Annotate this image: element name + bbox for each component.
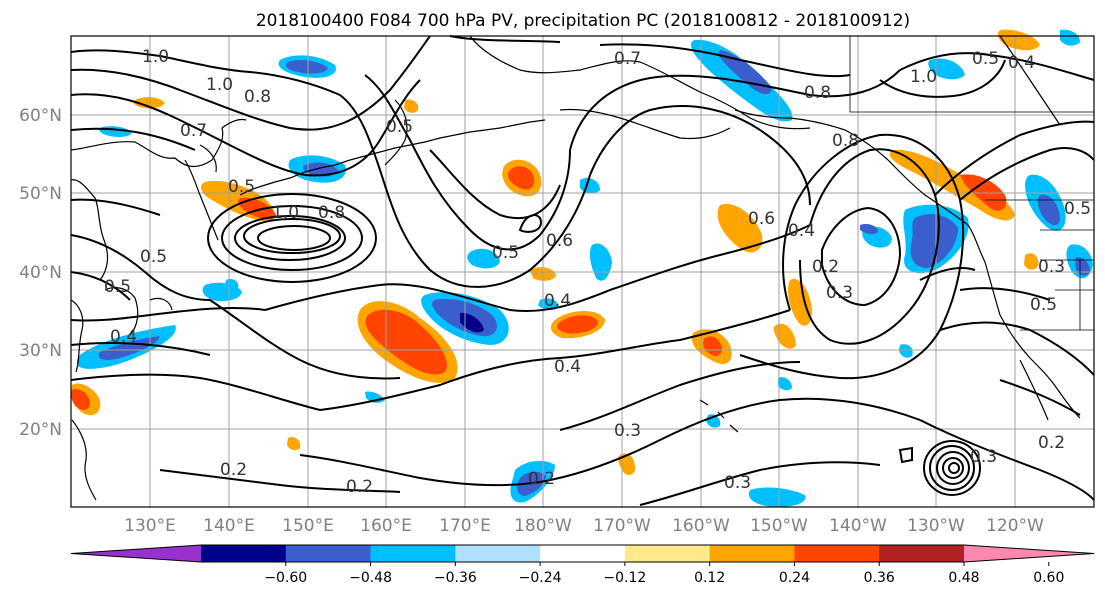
pv-contour-labels: 1.0 1.0 0.8 0.7 0.5 1.0 0.8 0.5 0.5 0.4 … (104, 47, 1091, 497)
contour-label: 0.5 (972, 49, 999, 69)
contour-label: 0.5 (1064, 199, 1091, 219)
lon-label: 150°E (282, 516, 334, 536)
colorbar-segment (624, 545, 711, 562)
colorbar-outline (70, 544, 1095, 563)
figure-title: 2018100400 F084 700 hPa PV, precipitatio… (256, 11, 910, 31)
coastlines (70, 35, 1081, 501)
contour-label: 0.8 (318, 203, 345, 223)
contour-label: 0.8 (832, 131, 859, 151)
precipitation-shading (71, 29, 1093, 507)
lat-label: 50°N (19, 184, 62, 204)
colorbar-segment (879, 545, 965, 562)
contour-label: 0.6 (748, 209, 775, 229)
contour-label: 0.4 (788, 221, 815, 241)
map-panel: 1.0 1.0 0.8 0.7 0.5 1.0 0.8 0.5 0.5 0.4 … (70, 29, 1095, 508)
lon-label: 130°E (124, 516, 176, 536)
latitude-labels: 60°N 50°N 40°N 30°N 20°N (19, 106, 62, 440)
contour-label: 0.2 (528, 469, 555, 489)
lon-label: 140°W (829, 516, 887, 536)
lon-label: 180°W (514, 516, 572, 536)
colorbar-tick-label: 0.12 (694, 570, 725, 586)
colorbar-tick-label: −0.60 (264, 570, 307, 586)
colorbar-tick-label: −0.12 (603, 570, 646, 586)
lon-label: 160°E (360, 516, 412, 536)
contour-label: 0.8 (804, 83, 831, 103)
lat-label: 20°N (19, 420, 62, 440)
lon-label: 150°W (750, 516, 808, 536)
contour-label: 0.2 (346, 477, 373, 497)
colorbar-segment (540, 545, 626, 562)
lon-label: 130°W (907, 516, 965, 536)
lat-label: 60°N (19, 106, 62, 126)
colorbar-extend-max (964, 545, 1094, 562)
colorbar: −0.60 −0.48 −0.36 −0.24 −0.12 0.12 0.24 0.36 0.4… (70, 544, 1095, 586)
contour-label: 0.7 (180, 121, 207, 141)
contour-label: 1.0 (272, 203, 299, 223)
lon-label: 170°W (593, 516, 651, 536)
lat-label: 30°N (19, 341, 62, 361)
contour-label: 0.5 (228, 177, 255, 197)
colorbar-segment (370, 545, 456, 562)
map-gridlines (71, 36, 1094, 507)
contour-label: 0.3 (614, 421, 641, 441)
lon-label: 120°W (986, 516, 1044, 536)
colorbar-tick-label: −0.48 (349, 570, 392, 586)
map-frame (70, 35, 1095, 508)
colorbar-segment (709, 545, 795, 562)
colorbar-tick-label: 0.36 (864, 570, 895, 586)
lon-label: 140°E (203, 516, 255, 536)
colorbar-segment (794, 545, 880, 562)
contour-label: 0.7 (614, 49, 641, 69)
contour-label: 0.4 (1008, 53, 1035, 73)
contour-label: 0.8 (244, 87, 271, 107)
colorbar-segment (285, 545, 372, 562)
political-borders (849, 36, 1094, 331)
contour-label: 0.5 (1030, 295, 1057, 315)
contour-label: 0.2 (220, 460, 247, 480)
contour-label: 0.3 (724, 473, 751, 493)
contour-label: 0.5 (492, 243, 519, 263)
lat-label: 40°N (19, 263, 62, 283)
colorbar-tick-label: 0.24 (779, 570, 810, 586)
contour-label: 0.4 (110, 327, 137, 347)
longitude-labels: 130°E 140°E 150°E 160°E 170°E 180°W 170°… (124, 516, 1044, 536)
colorbar-segment (201, 545, 287, 562)
colorbar-tick-label: −0.24 (519, 570, 562, 586)
lon-label: 160°W (672, 516, 730, 536)
colorbar-tick-label: 0.60 (1033, 570, 1064, 586)
contour-label: 0.2 (1038, 433, 1065, 453)
colorbar-segment (455, 545, 541, 562)
colorbar-tick-label: 0.48 (948, 570, 979, 586)
contour-label: 0.4 (554, 357, 581, 377)
contour-label: 0.2 (812, 257, 839, 277)
contour-label: 0.4 (544, 291, 571, 311)
pv-contours (70, 35, 1095, 506)
contour-label: 0.3 (970, 447, 997, 467)
lon-label: 170°E (439, 516, 491, 536)
contour-label: 1.0 (142, 47, 169, 67)
colorbar-extend-min (71, 545, 201, 562)
contour-label: 1.0 (910, 67, 937, 87)
colorbar-tick-label: −0.36 (434, 570, 477, 586)
contour-label: 0.6 (546, 231, 573, 251)
contour-label: 0.5 (140, 247, 167, 267)
contour-label: 1.0 (206, 75, 233, 95)
contour-label: 0.5 (386, 117, 413, 137)
contour-label: 0.3 (826, 283, 853, 303)
contour-label: 0.5 (104, 277, 131, 297)
contour-label: 0.3 (1038, 257, 1065, 277)
